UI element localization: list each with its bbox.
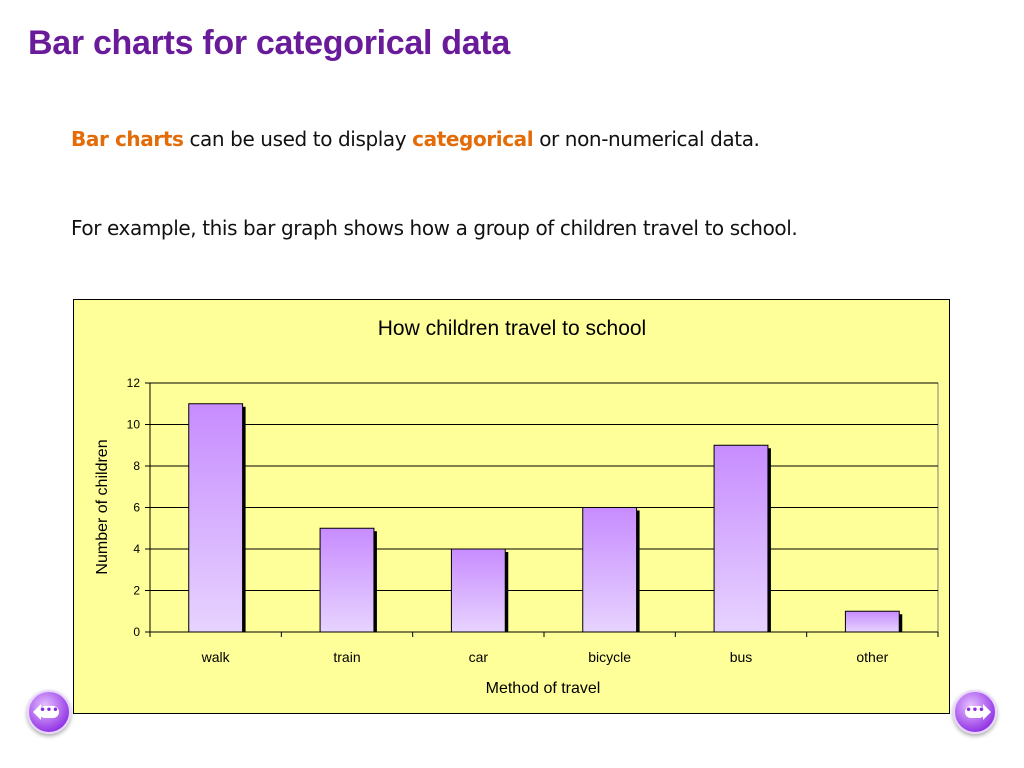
tick-labels: 0 2 4 6 8 10 12 walk train car bicycle bus other	[127, 376, 889, 665]
x-tick-label: bicycle	[588, 649, 631, 665]
chart-title: How children travel to school	[377, 317, 647, 340]
y-axis-title: Number of children	[94, 439, 111, 574]
bar-car	[450, 548, 506, 633]
slide-title: Bar charts for categorical data	[28, 24, 510, 62]
x-tick-label: car	[469, 649, 489, 665]
intro-paragraph: Bar charts can be used to display catego…	[71, 127, 760, 151]
y-tick-label: 4	[133, 542, 140, 556]
y-tick-label: 2	[133, 584, 140, 598]
bar-other	[844, 610, 900, 633]
y-tick-label: 0	[133, 625, 140, 639]
highlight-categorical: categorical	[412, 127, 534, 151]
y-tick-label: 10	[127, 418, 141, 432]
example-paragraph: For example, this bar graph shows how a …	[71, 216, 798, 240]
bars	[188, 403, 903, 633]
x-tick-label: bus	[730, 649, 753, 665]
dots-icon: •••	[39, 705, 59, 718]
dots-icon: •••	[965, 705, 985, 718]
chart-area	[73, 299, 950, 714]
x-tick-label: train	[333, 649, 360, 665]
x-tick-label: other	[856, 649, 888, 665]
next-slide-button[interactable]: •••	[953, 690, 997, 734]
intro-text-2: or non-numerical data.	[533, 127, 760, 151]
bar-bus	[713, 444, 769, 633]
bar-train	[319, 527, 375, 633]
previous-slide-button[interactable]: •••	[27, 690, 71, 734]
gridlines	[149, 382, 939, 633]
axes	[145, 382, 939, 637]
intro-text-1: can be used to display	[183, 127, 413, 151]
highlight-bar-charts: Bar charts	[71, 127, 184, 151]
chevron-left-icon	[33, 704, 41, 720]
x-tick-label: walk	[201, 649, 231, 665]
y-tick-label: 6	[133, 501, 140, 515]
chevron-right-icon	[983, 704, 991, 720]
y-tick-label: 12	[127, 376, 141, 390]
bar-walk	[188, 403, 244, 633]
x-axis-title: Method of travel	[486, 680, 601, 697]
y-tick-label: 8	[133, 459, 140, 473]
bar-bicycle	[582, 507, 638, 633]
